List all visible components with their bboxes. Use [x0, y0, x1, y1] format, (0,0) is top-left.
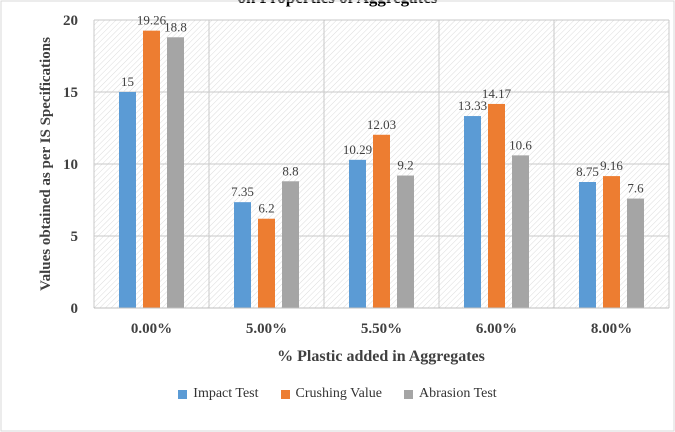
legend-item: Impact Test — [178, 386, 259, 402]
bar-crushing-value — [373, 134, 390, 308]
bar-abrasion-test — [512, 155, 529, 308]
data-label: 15 — [121, 74, 134, 89]
y-axis-label: Values obtained as per IS Specifications — [38, 37, 54, 291]
x-tick-label: 5.00% — [246, 321, 287, 337]
data-label: 6.2 — [258, 201, 274, 216]
bar-impact-test — [464, 116, 481, 308]
bar-impact-test — [579, 182, 596, 308]
bar-abrasion-test — [627, 198, 644, 308]
y-tick-label: 0 — [71, 301, 79, 317]
bar-crushing-value — [258, 218, 275, 308]
legend-item: Crushing Value — [280, 386, 382, 402]
y-tick-label: 15 — [63, 85, 78, 101]
bar-impact-test — [234, 202, 251, 308]
data-label: 7.35 — [231, 184, 254, 199]
data-label: 9.16 — [600, 158, 623, 173]
x-tick-label: 0.00% — [131, 321, 172, 337]
bar-crushing-value — [143, 30, 160, 308]
data-label: 14.17 — [482, 86, 512, 101]
bars — [119, 30, 644, 309]
legend-swatch — [404, 389, 413, 399]
legend-item: Abrasion Test — [404, 386, 497, 402]
data-label: 10.29 — [343, 142, 372, 157]
bar-abrasion-test — [167, 37, 184, 308]
legend: Impact Test Crushing Value Abrasion Test — [0, 386, 675, 402]
bar-crushing-value — [603, 176, 620, 308]
x-axis-label: % Plastic added in Aggregates — [277, 348, 485, 365]
data-label: 12.03 — [367, 117, 396, 132]
y-tick-label: 20 — [63, 13, 78, 29]
data-label: 8.75 — [576, 164, 599, 179]
axes: 0 5 10 15 20 0.00% 5.00% 5.50% 6.00% 8.00% — [63, 13, 669, 337]
x-tick-label: 6.00% — [476, 321, 517, 337]
bar-crushing-value — [488, 103, 505, 309]
legend-label: Impact Test — [193, 386, 259, 401]
legend-swatch — [280, 389, 290, 399]
data-label: 19.26 — [137, 13, 167, 28]
bar-abrasion-test — [397, 175, 414, 308]
legend-label: Abrasion Test — [419, 386, 497, 401]
data-label: 9.2 — [397, 158, 413, 173]
x-tick-label: 8.00% — [591, 321, 632, 337]
bar-abrasion-test — [282, 181, 299, 308]
chart-title-partial: on Properties of Aggregates — [0, 0, 675, 8]
bar-impact-test — [349, 159, 366, 308]
data-label: 8.8 — [282, 163, 298, 178]
legend-label: Crushing Value — [295, 386, 382, 401]
y-tick-label: 5 — [71, 229, 79, 245]
data-label: 13.33 — [458, 98, 487, 113]
x-tick-label: 5.50% — [361, 321, 402, 337]
legend-swatch — [178, 389, 188, 399]
data-label: 7.6 — [627, 181, 644, 196]
data-label: 10.6 — [509, 137, 532, 152]
y-tick-label: 10 — [63, 157, 78, 173]
data-label: 18.8 — [164, 19, 187, 34]
data-labels: 1519.2618.87.356.28.810.2912.039.213.331… — [121, 13, 644, 216]
bar-impact-test — [119, 92, 136, 308]
